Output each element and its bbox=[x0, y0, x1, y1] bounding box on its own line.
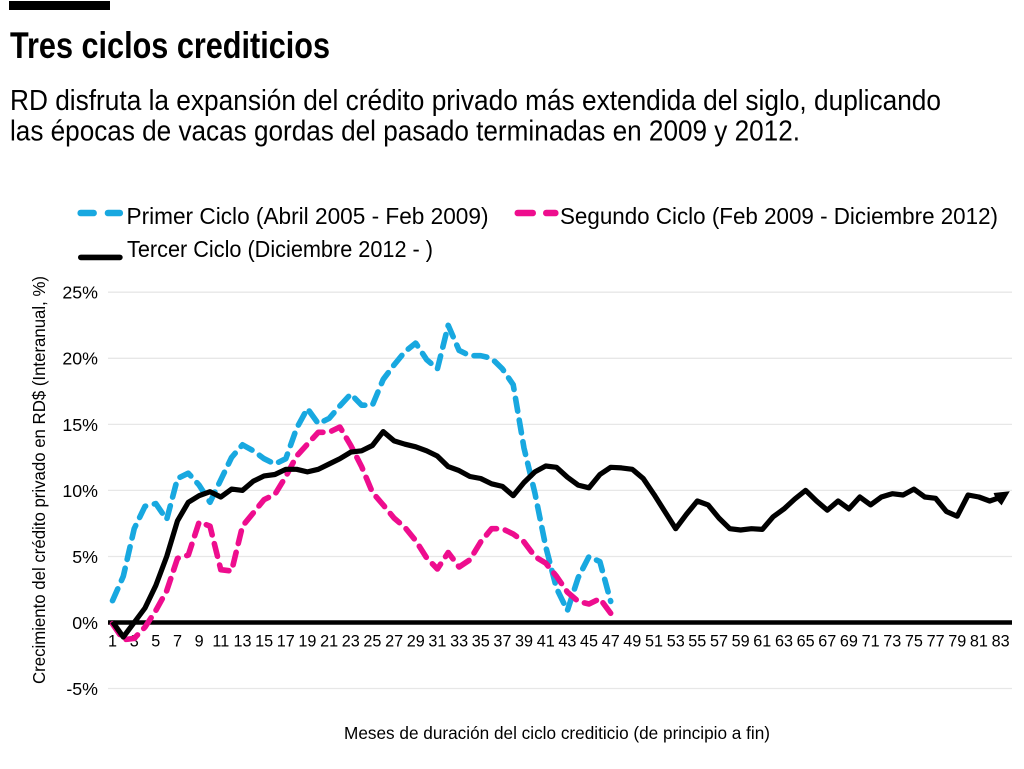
svg-text:83: 83 bbox=[992, 633, 1010, 651]
svg-text:49: 49 bbox=[623, 633, 641, 651]
svg-text:RD disfruta la expansión del c: RD disfruta la expansión del crédito pri… bbox=[10, 85, 941, 117]
svg-text:17: 17 bbox=[277, 633, 295, 651]
svg-text:39: 39 bbox=[515, 633, 533, 651]
svg-text:21: 21 bbox=[320, 633, 338, 651]
svg-text:Meses de duración del ciclo cr: Meses de duración del ciclo crediticio (… bbox=[344, 723, 770, 743]
svg-text:79: 79 bbox=[948, 633, 966, 651]
svg-text:Tercer Ciclo (Diciembre 2012 -: Tercer Ciclo (Diciembre 2012 - ) bbox=[127, 236, 433, 262]
svg-text:53: 53 bbox=[667, 633, 685, 651]
svg-text:59: 59 bbox=[732, 633, 750, 651]
svg-text:10%: 10% bbox=[62, 481, 98, 501]
svg-text:3: 3 bbox=[130, 633, 139, 651]
svg-text:57: 57 bbox=[710, 633, 728, 651]
svg-text:45: 45 bbox=[580, 633, 598, 651]
svg-text:25%: 25% bbox=[62, 283, 98, 303]
svg-text:20%: 20% bbox=[62, 349, 98, 369]
svg-text:5: 5 bbox=[151, 633, 160, 651]
svg-text:41: 41 bbox=[537, 633, 555, 651]
svg-text:9: 9 bbox=[195, 633, 204, 651]
svg-text:73: 73 bbox=[883, 633, 901, 651]
svg-text:61: 61 bbox=[753, 633, 771, 651]
svg-text:Primer Ciclo (Abril 2005 - Feb: Primer Ciclo (Abril 2005 - Feb 2009) bbox=[127, 203, 489, 229]
svg-text:37: 37 bbox=[493, 633, 511, 651]
svg-text:65: 65 bbox=[797, 633, 815, 651]
svg-text:1: 1 bbox=[108, 633, 117, 651]
svg-text:51: 51 bbox=[645, 633, 663, 651]
svg-text:7: 7 bbox=[173, 633, 182, 651]
svg-text:69: 69 bbox=[840, 633, 858, 651]
svg-text:0%: 0% bbox=[72, 613, 98, 633]
svg-text:47: 47 bbox=[602, 633, 620, 651]
svg-text:15: 15 bbox=[255, 633, 273, 651]
svg-text:23: 23 bbox=[342, 633, 360, 651]
svg-text:5%: 5% bbox=[72, 547, 98, 567]
svg-text:63: 63 bbox=[775, 633, 793, 651]
svg-text:81: 81 bbox=[970, 633, 988, 651]
svg-text:19: 19 bbox=[298, 633, 316, 651]
svg-text:11: 11 bbox=[212, 633, 229, 651]
svg-text:13: 13 bbox=[233, 633, 251, 651]
svg-text:55: 55 bbox=[688, 633, 706, 651]
svg-text:25: 25 bbox=[363, 633, 381, 651]
svg-text:71: 71 bbox=[862, 633, 880, 651]
svg-text:43: 43 bbox=[558, 633, 576, 651]
svg-text:las épocas de vacas gordas del: las épocas de vacas gordas del pasado te… bbox=[10, 116, 800, 148]
svg-text:27: 27 bbox=[385, 633, 403, 651]
svg-text:35: 35 bbox=[472, 633, 490, 651]
svg-text:29: 29 bbox=[407, 633, 425, 651]
svg-text:33: 33 bbox=[450, 633, 468, 651]
svg-text:Crecimiento del crédito privad: Crecimiento del crédito privado en RD$ (… bbox=[29, 276, 49, 684]
svg-text:67: 67 bbox=[818, 633, 836, 651]
svg-text:15%: 15% bbox=[62, 415, 98, 435]
svg-text:Segundo Ciclo (Feb 2009 - Dici: Segundo Ciclo (Feb 2009 - Diciembre 2012… bbox=[560, 203, 998, 229]
svg-text:-5%: -5% bbox=[66, 679, 98, 699]
svg-text:75: 75 bbox=[905, 633, 923, 651]
svg-text:77: 77 bbox=[927, 633, 945, 651]
svg-text:31: 31 bbox=[428, 633, 446, 651]
svg-text:Tres ciclos crediticios: Tres ciclos crediticios bbox=[10, 25, 330, 66]
